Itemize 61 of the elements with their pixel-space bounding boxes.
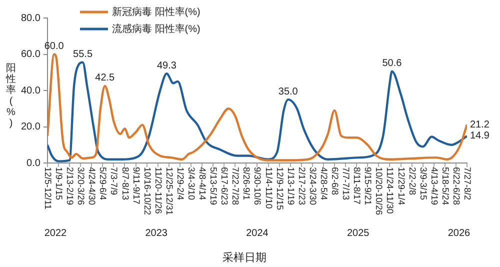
x-tick-label: 9/30-10/6 (252, 167, 263, 206)
x-tick-label: 9/11-9/17 (131, 167, 142, 204)
x-tick-label: 1/29-2/4 (175, 167, 186, 200)
text: 2023 (145, 228, 168, 239)
x-tick-label: 3/9-3/15 (418, 167, 428, 200)
text: 2022 (44, 228, 68, 239)
x-tick-label: 7/7-7/13 (341, 167, 352, 200)
x-tick-label: 2/13-2/19 (65, 167, 76, 206)
data-label: 50.6 (382, 58, 402, 70)
x-tick-label: 5/29-6/4 (98, 167, 108, 200)
data-label: 21.2 (470, 119, 490, 130)
x-axis-title: 采样日期 (222, 251, 266, 264)
x-tick-label: 4/28-5/4 (318, 167, 329, 200)
x-tick-label: 4/8-4/14 (198, 167, 208, 200)
x-tick-label: 1/13-1/19 (286, 167, 296, 206)
legend-label: 流感病毒 阳性率(%) (112, 22, 200, 35)
x-tick-label: 6/2-6/8 (330, 167, 340, 196)
x-tick-label: 3/20-3/26 (76, 167, 86, 206)
x-tick-label: 6/17-6/23 (220, 167, 230, 206)
x-tick-label: 10/20-10/26 (374, 167, 384, 216)
y-tick-label: 20.0 (20, 122, 41, 132)
x-tick-label: 10/16-10/22 (142, 167, 152, 216)
data-label: 42.5 (95, 72, 116, 84)
x-tick-label: 6/22-6/28 (451, 167, 462, 206)
text: 2024 (246, 228, 269, 239)
data-label: 49.3 (156, 60, 177, 72)
x-tick-label: 8/7-8/13 (120, 167, 130, 200)
x-tick-label: 11/20-11/26 (153, 167, 164, 214)
x-tick-label: 7/22-7/28 (230, 167, 241, 206)
x-tick-label: 4/24-4/30 (87, 167, 98, 206)
y-tick-label: 0.0 (26, 158, 41, 169)
x-tick-label: 12/5-12/11 (42, 167, 53, 210)
legend-label: 新冠病毒 阳性率(%) (112, 6, 200, 18)
x-tick-label: 5/18-5/24 (440, 167, 450, 206)
data-label: 14.9 (470, 130, 490, 142)
y-tick-label: 40.0 (20, 85, 41, 96)
x-tick-label: 11/24-11/30 (385, 167, 396, 214)
data-label: 60.0 (44, 41, 64, 52)
x-tick-label: 8/26-9/1 (242, 167, 252, 200)
x-tick-label: 3/24-3/30 (308, 167, 318, 206)
y-axis-title: 阳性率(%) (5, 62, 16, 129)
x-tick-label: 12/9-12/15 (274, 167, 285, 210)
x-tick-label: 2/2-2/8 (407, 167, 418, 196)
x-tick-label: 12/29-1/4 (396, 167, 406, 206)
x-tick-label: 4/13-4/19 (429, 167, 440, 206)
text: 2026 (448, 228, 471, 239)
x-tick-label: 7/27-8/2 (462, 167, 473, 200)
x-tick-label: 1/9-1/15 (54, 167, 64, 200)
text: 2025 (346, 228, 370, 239)
x-tick-label: 12/25-12/31 (164, 167, 174, 216)
data-label: 55.5 (73, 49, 93, 60)
y-tick-label: 60.0 (20, 49, 41, 60)
y-tick-label: 80.0 (20, 12, 41, 24)
x-tick-label: 9/15-9/21 (363, 167, 374, 206)
x-tick-label: 2/17-2/23 (296, 167, 307, 206)
x-tick-label: 11/4-11/10 (264, 167, 274, 209)
x-tick-label: 8/11-8/17 (352, 167, 362, 204)
x-tick-label: 5/13-5/19 (208, 167, 219, 206)
x-tick-label: 7/3-7/9 (109, 167, 120, 196)
x-tick-label: 3/4-3/10 (186, 167, 197, 200)
data-label: 35.0 (278, 86, 298, 98)
